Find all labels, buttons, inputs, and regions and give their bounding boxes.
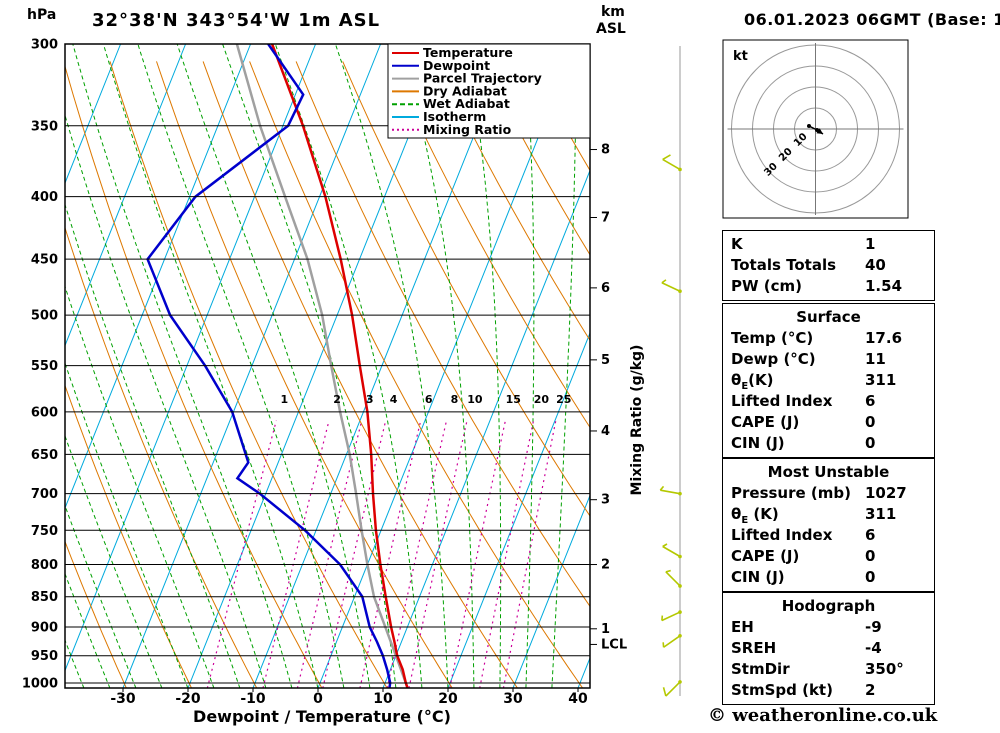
svg-text:4: 4 (601, 424, 610, 439)
x-axis-title: Dewpoint / Temperature (°C) (193, 707, 451, 726)
svg-text:3: 3 (366, 393, 374, 406)
svg-text:8: 8 (451, 393, 459, 406)
svg-text:10: 10 (373, 691, 393, 707)
svg-text:-20: -20 (175, 691, 201, 707)
svg-text:-10: -10 (240, 691, 266, 707)
dry-adiabat-lines (65, 61, 590, 688)
svg-text:350: 350 (31, 119, 58, 134)
plot-frame (64, 43, 591, 689)
svg-text:900: 900 (31, 621, 58, 636)
svg-text:300: 300 (31, 38, 58, 53)
svg-text:30: 30 (503, 691, 523, 707)
pressure-gridlines (65, 43, 590, 684)
parcel-trajectory-curve (235, 44, 409, 688)
svg-text:25: 25 (556, 393, 571, 406)
svg-text:550: 550 (31, 359, 58, 374)
legend-label: Isotherm (423, 109, 486, 124)
svg-text:2: 2 (333, 393, 341, 406)
svg-text:400: 400 (31, 190, 58, 205)
svg-text:1: 1 (601, 622, 610, 637)
km-axis-unit: km (601, 4, 625, 20)
svg-text:500: 500 (31, 309, 58, 324)
svg-text:10: 10 (467, 393, 483, 406)
isotherm-lines (65, 44, 590, 688)
legend-label: Mixing Ratio (423, 122, 512, 137)
svg-text:750: 750 (31, 524, 58, 539)
svg-text:850: 850 (31, 590, 58, 605)
pressure-axis-labels: 300 350 400 450 500 550 600 650 700 750 800 850 900 9… (22, 38, 58, 692)
svg-text:950: 950 (31, 649, 58, 664)
svg-text:2: 2 (601, 558, 610, 573)
legend-label: Temperature (423, 45, 513, 60)
station-title: 32°38'N 343°54'W 1m ASL (92, 10, 381, 31)
svg-text:3: 3 (601, 493, 610, 508)
hodograph-arrowhead (816, 128, 823, 134)
pressure-axis-unit: hPa (27, 7, 57, 23)
svg-text:6: 6 (425, 393, 433, 406)
svg-text:1: 1 (280, 393, 288, 406)
dewpoint-curve (146, 44, 392, 688)
svg-text:0: 0 (313, 691, 323, 707)
svg-text:5: 5 (601, 353, 610, 368)
asl-axis-unit: ASL (596, 21, 626, 37)
svg-text:650: 650 (31, 448, 58, 463)
temp-axis-labels: -30 -20 -10 0 10 20 30 40 (110, 688, 588, 707)
svg-text:450: 450 (31, 253, 58, 268)
svg-text:20: 20 (534, 393, 550, 406)
mixing-ratio-labels: 1 2 3 4 6 8 10 15 20 25 (280, 393, 571, 406)
mixing-ratio-axis-title: Mixing Ratio (g/kg) (629, 345, 645, 496)
legend-label: Dewpoint (423, 58, 490, 73)
svg-text:6: 6 (601, 281, 610, 296)
hodograph-unit-label: kt (733, 49, 748, 64)
wet-adiabat-lines (65, 44, 577, 688)
legend-label: Parcel Trajectory (423, 71, 542, 86)
copyright-link[interactable]: © weatheronline.co.uk (708, 705, 938, 726)
svg-text:15: 15 (506, 393, 521, 406)
svg-text:-30: -30 (110, 691, 136, 707)
svg-text:40: 40 (568, 691, 588, 707)
svg-text:800: 800 (31, 558, 58, 573)
svg-text:4: 4 (390, 393, 398, 406)
temperature-curve (270, 44, 409, 688)
svg-text:1000: 1000 (22, 676, 58, 691)
svg-text:8: 8 (601, 143, 610, 158)
svg-text:7: 7 (601, 210, 610, 225)
svg-text:700: 700 (31, 487, 58, 502)
wind-barb-column (659, 46, 682, 697)
lcl-label: LCL (601, 637, 627, 652)
datetime-title: 06.01.2023 06GMT (Base: 12) (744, 10, 1000, 29)
svg-text:20: 20 (438, 691, 458, 707)
svg-text:600: 600 (31, 405, 58, 420)
plot-area (65, 44, 590, 688)
legend-label: Wet Adiabat (423, 96, 510, 111)
legend-label: Dry Adiabat (423, 83, 507, 98)
